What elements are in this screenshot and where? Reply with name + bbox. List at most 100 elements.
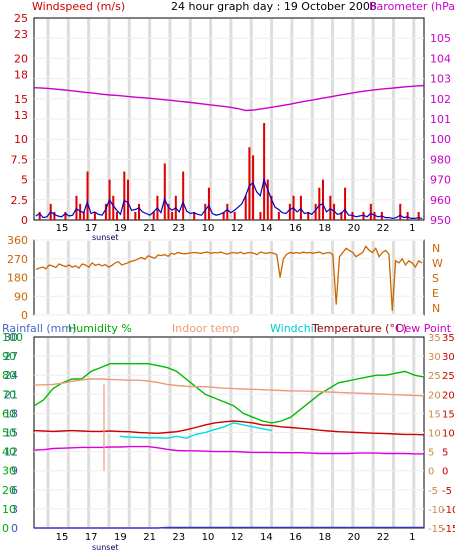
p3-time-label: 23	[172, 532, 185, 543]
windchill-legend: Windchill	[270, 322, 320, 335]
p3-time-label: 1	[409, 532, 415, 543]
direction-tick: 180	[7, 272, 28, 285]
humidity-tick: 0	[2, 522, 9, 535]
windspeed-bar	[252, 155, 255, 220]
temp-tick-red: 35	[442, 333, 455, 344]
windspeed-bar	[163, 163, 166, 220]
temp-tick-red: 10	[442, 429, 455, 440]
humidity-tick: 100	[2, 331, 23, 344]
windchill-line	[119, 422, 272, 439]
windspeed-bar	[38, 211, 41, 220]
temp-tick: 30	[428, 352, 441, 363]
compass-label: S	[432, 272, 439, 285]
temp-tick-red: -15	[442, 524, 455, 535]
indoor-temp-legend: Indoor temp	[172, 322, 239, 335]
temp-tick: -10	[428, 505, 444, 516]
temp-tick-red: 20	[442, 390, 455, 401]
wind-barometer-panel: 02.557.510131518202325950960970980100101…	[11, 12, 452, 234]
p1-time-label: 18	[318, 223, 331, 234]
rain-tick: 12	[4, 446, 18, 459]
windspeed-bar	[307, 211, 310, 220]
p1-time-label: 22	[377, 223, 390, 234]
compass-label: W	[432, 257, 443, 270]
p3-time-label: 15	[56, 532, 69, 543]
windspeed-tick: 10	[14, 133, 28, 146]
windspeed-bar	[362, 211, 365, 220]
sunset-label-top: sunset	[92, 233, 119, 242]
humidity-line	[33, 363, 425, 424]
windspeed-bar	[244, 195, 247, 220]
temp-tick: -15	[428, 524, 444, 535]
windspeed-bar	[115, 211, 118, 220]
humidity-tick: 40	[2, 446, 16, 459]
temp-tick: 10	[428, 429, 441, 440]
humidity-tick: 20	[2, 484, 16, 497]
barometer-axis-title: Barometer (hPa)	[369, 0, 455, 13]
windspeed-bar	[369, 203, 372, 220]
dew-point-line	[33, 445, 424, 455]
humidity-tick: 70	[2, 388, 16, 401]
windspeed-bar	[329, 195, 332, 220]
windspeed-bar	[299, 195, 302, 220]
windspeed-bar	[277, 211, 280, 220]
barometer-tick: 100	[430, 133, 451, 146]
p3-time-label: 22	[377, 532, 390, 543]
windspeed-bar	[318, 187, 321, 220]
humidity-tick: 60	[2, 407, 16, 420]
windspeed-bar	[417, 211, 420, 220]
indoor-temp-line	[33, 378, 425, 397]
direction-tick: 90	[14, 290, 28, 303]
wind-direction-line	[35, 245, 423, 311]
chart-title: 24 hour graph day : 19 October 2008	[171, 0, 377, 13]
barometer-tick: 950	[430, 214, 451, 227]
dewpoint-legend: Dew Point	[396, 322, 452, 335]
windspeed-average-line	[35, 177, 423, 220]
windspeed-bar	[126, 179, 130, 220]
windspeed-bar	[373, 211, 376, 220]
windspeed-bar	[82, 211, 85, 220]
windspeed-bar	[222, 211, 225, 220]
p1-time-label: 14	[260, 223, 273, 234]
rain-tick: 24	[4, 369, 18, 382]
compass-label: E	[432, 287, 439, 300]
windspeed-bar	[182, 171, 185, 220]
windspeed-bar	[344, 187, 347, 220]
windspeed-bar	[64, 211, 67, 220]
windspeed-bar	[134, 211, 137, 220]
temp-tick: 20	[428, 390, 441, 401]
windspeed-bar	[193, 211, 196, 220]
temp-tick-red: 30	[442, 352, 455, 363]
windspeed-tick: 18	[14, 69, 28, 82]
temperature-humidity-panel: 0369121518212427300102030405060708090100…	[2, 331, 455, 543]
p3-time-label: 21	[143, 532, 156, 543]
rainfall-mm-line	[34, 526, 424, 529]
rain-tick: 6	[11, 484, 18, 497]
rain-tick: 3	[11, 503, 18, 516]
p1-time-label: 12	[231, 223, 244, 234]
temp-tick-red: 0	[442, 467, 448, 478]
barometer-tick: 101	[430, 113, 451, 126]
windspeed-bar	[351, 211, 354, 220]
temp-tick-red: 15	[442, 409, 455, 420]
humidity-tick: 50	[2, 427, 16, 440]
direction-tick: 270	[7, 253, 28, 266]
barometer-line	[33, 84, 425, 112]
p3-time-label: 17	[85, 532, 98, 543]
windspeed-bar	[79, 203, 82, 220]
humidity-tick: 80	[2, 369, 16, 382]
windspeed-tick: 0	[21, 214, 28, 227]
windspeed-bar	[314, 203, 317, 220]
windspeed-bar	[233, 211, 236, 220]
windspeed-tick: 7.5	[11, 153, 29, 166]
p3-time-label: 12	[231, 532, 244, 543]
windspeed-bar	[248, 147, 251, 220]
compass-label: N	[432, 242, 440, 255]
windspeed-bar	[123, 171, 126, 220]
barometer-tick: 960	[430, 194, 451, 207]
windspeed-bar	[53, 211, 56, 220]
temp-tick: 0	[428, 467, 434, 478]
windspeed-tick: 5	[21, 174, 28, 187]
windspeed-bar	[104, 203, 107, 220]
windspeed-bar	[399, 203, 402, 220]
